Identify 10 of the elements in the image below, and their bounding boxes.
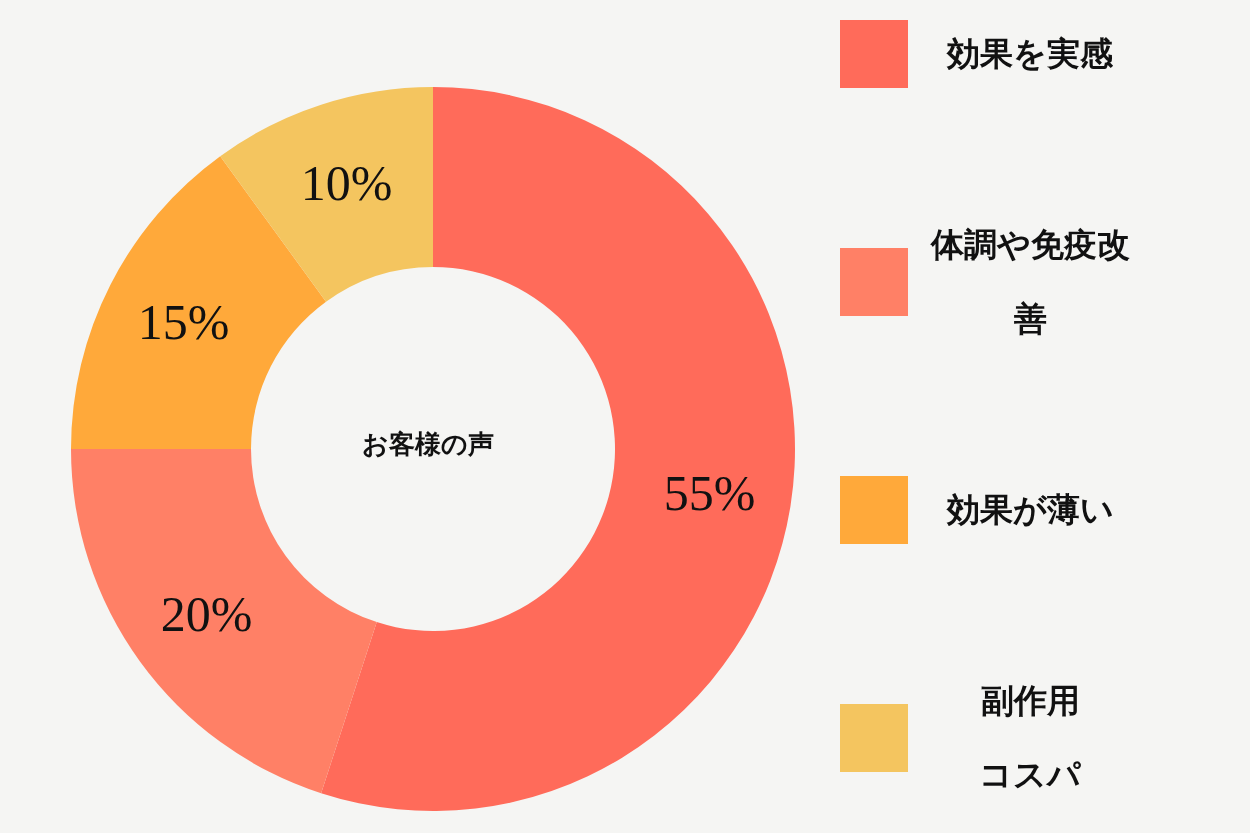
data-label: 55% [663, 464, 756, 521]
legend-label: 効果を実感 [947, 33, 1113, 75]
data-label: 20% [160, 585, 253, 642]
legend-label: 副作用コスパ [978, 680, 1082, 796]
data-label: 15% [137, 293, 230, 350]
legend-label: 体調や免疫改善 [929, 224, 1131, 340]
donut-slice [220, 87, 433, 302]
legend-label: 効果が薄い [946, 489, 1114, 531]
text: お客様の声 [362, 429, 494, 459]
data-label: 10% [300, 154, 393, 211]
